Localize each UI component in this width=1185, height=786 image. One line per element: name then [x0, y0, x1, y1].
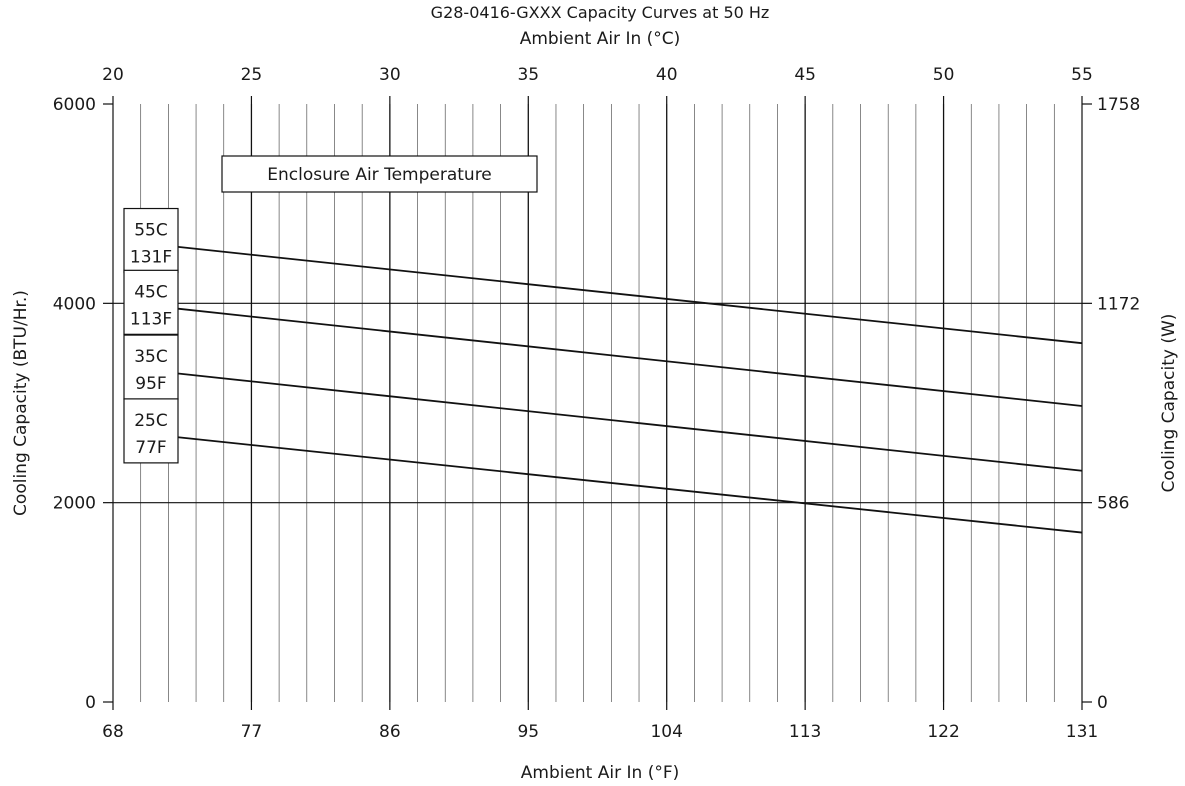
top-axis-tick-label: 30	[379, 65, 401, 85]
series-label-frame	[123, 334, 179, 400]
left-axis-tick-label: 0	[85, 693, 96, 713]
top-axis-tick-label: 55	[1071, 65, 1093, 85]
legend-frame	[221, 155, 538, 193]
bottom-axis-tick-label: 95	[517, 722, 539, 742]
series-layer	[174, 245, 1083, 534]
left-axis-tick-label: 2000	[53, 494, 96, 514]
series-label-frame	[123, 398, 179, 464]
right-axis-tick-label: 1758	[1097, 95, 1140, 115]
series-label-box: 45C 113F	[123, 269, 179, 335]
bottom-axis-title: Ambient Air In (°F)	[521, 763, 680, 783]
series-label-celsius: 45C	[134, 282, 168, 302]
axis-layer: 20 25 30 35 40 45 50 55 68 77 86 95 104 113 122 131 0 200…	[53, 65, 1141, 742]
right-axis-tick-label: 1172	[1097, 294, 1140, 314]
top-axis-tick-label: 35	[517, 65, 539, 85]
bottom-axis-tick-label: 68	[102, 722, 124, 742]
series-line	[174, 372, 1083, 472]
grid-layer	[113, 104, 1082, 702]
top-axis-tick-label: 40	[656, 65, 678, 85]
legend-box: Enclosure Air Temperature	[221, 155, 538, 193]
series-label-celsius: 35C	[134, 347, 168, 367]
bottom-axis-tick-label: 113	[789, 722, 821, 742]
top-axis-tick-label: 50	[933, 65, 955, 85]
left-axis-tick-label: 6000	[53, 95, 96, 115]
right-axis-title: Cooling Capacity (W)	[1159, 314, 1179, 493]
series-label-celsius: 25C	[134, 411, 168, 431]
legend-title: Enclosure Air Temperature	[267, 165, 492, 185]
series-label-fahrenheit: 95F	[135, 374, 166, 394]
series-line	[174, 245, 1083, 345]
series-line	[174, 435, 1083, 534]
series-label-fahrenheit: 77F	[135, 438, 166, 458]
series-label-frame	[123, 207, 179, 274]
bottom-axis-tick-label: 104	[650, 722, 682, 742]
series-label-celsius: 55C	[134, 221, 168, 241]
bottom-axis-tick-label: 131	[1066, 722, 1098, 742]
top-axis-tick-label: 20	[102, 65, 124, 85]
right-axis-tick-label: 0	[1097, 693, 1108, 713]
series-label-fahrenheit: 113F	[130, 309, 172, 329]
bottom-axis-tick-label: 77	[241, 722, 263, 742]
top-axis-title: Ambient Air In (°C)	[520, 29, 681, 49]
series-label-box: 55C 131F	[123, 207, 179, 274]
left-axis-title: Cooling Capacity (BTU/Hr.)	[11, 290, 31, 516]
left-axis-tick-label: 4000	[53, 294, 96, 314]
series-label-fahrenheit: 131F	[130, 248, 172, 268]
bottom-axis-tick-label: 86	[379, 722, 401, 742]
right-axis-tick-label: 586	[1097, 494, 1129, 514]
chart-title: G28-0416-GXXX Capacity Curves at 50 Hz	[431, 3, 770, 22]
top-axis-tick-label: 25	[241, 65, 263, 85]
series-line	[174, 307, 1083, 407]
top-axis-tick-label: 45	[794, 65, 816, 85]
bottom-axis-tick-label: 122	[927, 722, 959, 742]
series-label-frame	[123, 269, 179, 335]
